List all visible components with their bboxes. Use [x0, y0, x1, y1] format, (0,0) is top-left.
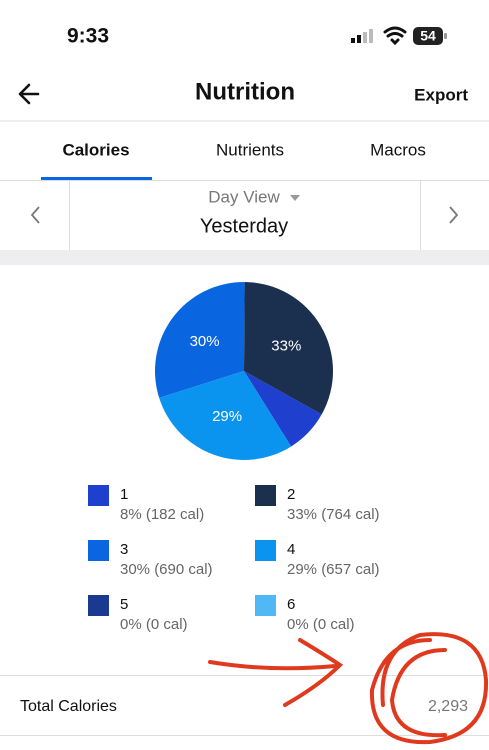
legend: 1 8% (182 cal) 2 33% (764 cal) 3 30% (690 cal…: [88, 485, 380, 633]
legend-name: 5: [120, 596, 128, 613]
annotation-circle: [369, 632, 489, 745]
slice-label: 29%: [212, 408, 242, 425]
pie-slice: [154, 282, 245, 398]
total-label: Total Calories: [20, 698, 117, 715]
legend-name: 4: [287, 541, 295, 558]
legend-detail: 33% (764 cal): [287, 506, 380, 523]
prev-day[interactable]: [30, 206, 40, 224]
status-time: 9:33: [67, 25, 109, 48]
legend-name: 1: [120, 486, 128, 503]
pie-chart: 33% 30% 29%: [154, 282, 333, 461]
legend-name: 6: [287, 596, 295, 613]
legend-detail: 29% (657 cal): [287, 561, 380, 578]
slice-label: 33%: [271, 337, 301, 354]
legend-swatch: [88, 595, 109, 616]
battery-level: 54: [420, 28, 436, 44]
tab-calories[interactable]: Calories: [62, 140, 129, 159]
page-title: Nutrition: [195, 78, 295, 105]
section-gap: [0, 250, 489, 265]
legend-swatch: [255, 540, 276, 561]
legend-swatch: [255, 485, 276, 506]
legend-detail: 0% (0 cal): [287, 616, 355, 633]
slice-label: 30%: [190, 333, 220, 350]
battery-cap: [444, 33, 447, 39]
legend-swatch: [255, 595, 276, 616]
battery-icon: [413, 27, 443, 45]
signal-icon: [351, 29, 373, 43]
export-button[interactable]: Export: [414, 85, 468, 104]
selected-day: Yesterday: [200, 215, 288, 237]
pie-slice: [244, 371, 322, 447]
dropdown-caret: [290, 195, 300, 201]
pie-slice: [244, 282, 333, 415]
legend-detail: 30% (690 cal): [120, 561, 213, 578]
tab-macros[interactable]: Macros: [370, 140, 426, 159]
tab-nutrients[interactable]: Nutrients: [216, 140, 284, 159]
legend-swatch: [88, 540, 109, 561]
legend-detail: 8% (182 cal): [120, 506, 204, 523]
view-mode[interactable]: Day View: [208, 187, 280, 206]
legend-name: 3: [120, 541, 128, 558]
legend-swatch: [88, 485, 109, 506]
annotation-arrow: [208, 638, 344, 707]
wifi-icon: [383, 26, 407, 46]
legend-name: 2: [287, 486, 295, 503]
total-value: 2,293: [428, 698, 468, 715]
next-day[interactable]: [449, 206, 459, 224]
pie-slice: [159, 371, 292, 461]
legend-detail: 0% (0 cal): [120, 616, 188, 633]
tab-indicator: [41, 177, 152, 180]
back-button[interactable]: [18, 83, 40, 105]
